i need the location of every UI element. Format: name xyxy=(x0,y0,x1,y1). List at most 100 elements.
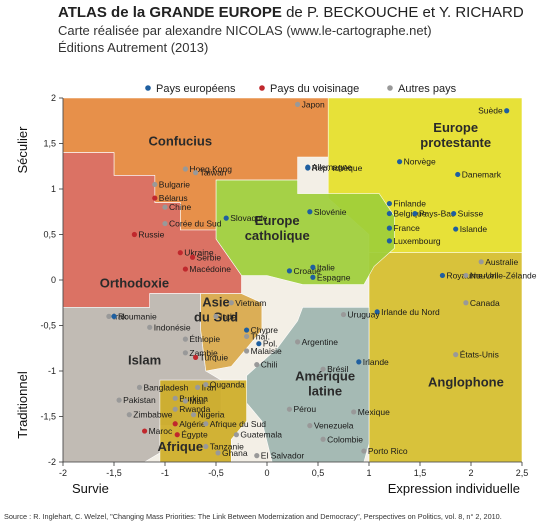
legend-label: Pays du voisinage xyxy=(270,83,359,95)
point-label: Irak xyxy=(113,311,128,321)
point-label: Rwanda xyxy=(179,404,210,414)
y-axis-label-top: Séculier xyxy=(15,126,30,174)
legend: Pays européens Pays du voisinage Autres pa… xyxy=(145,83,457,95)
point-marker xyxy=(386,225,392,231)
point-label: Pays-Bas xyxy=(419,209,455,219)
y-axis-label-bottom: Traditionnel xyxy=(15,371,30,439)
point-label: Thaï. xyxy=(251,331,270,341)
point-marker xyxy=(453,352,459,358)
zone-label-line: Asie xyxy=(202,295,229,310)
point-label: Algérie xyxy=(179,419,206,429)
point-label: Suède xyxy=(478,106,503,116)
zone-label-line: Anglophone xyxy=(428,374,504,389)
point-label: Pakistan xyxy=(123,395,156,405)
x-tick-label: -2 xyxy=(59,468,67,478)
point-label: Bélarus xyxy=(159,193,188,203)
axes: -2 -1,5 -1 -0,5 0 0,5 1 1,5 2 2,5 2 1,5 1 0,5 0 -0,5 -1 -… xyxy=(40,93,528,478)
zones xyxy=(62,97,523,463)
point-label: Uruguay xyxy=(348,310,381,320)
point-marker xyxy=(310,274,316,280)
zone-label: Amérique latine xyxy=(295,368,355,398)
point-label: Chypre xyxy=(251,325,279,335)
point-marker xyxy=(190,412,197,418)
point-marker xyxy=(504,108,510,114)
zone-label: Europe protestante xyxy=(420,120,491,150)
point-marker xyxy=(310,264,316,270)
y-tick-label: 0 xyxy=(51,275,56,285)
zone-label: Anglophone xyxy=(428,374,504,389)
point-label: El Salvador xyxy=(261,451,305,461)
point-marker xyxy=(215,450,221,456)
point-label: Rép. tchèque xyxy=(312,163,363,173)
point-label: Russie xyxy=(138,230,164,240)
point-marker xyxy=(386,210,392,217)
point-label: Croatie xyxy=(293,266,321,276)
point-marker xyxy=(340,311,347,318)
point-marker xyxy=(356,359,362,365)
point-marker xyxy=(256,341,262,347)
x-tick-label: -0,5 xyxy=(208,468,224,478)
point-label: Éthiopie xyxy=(189,334,220,344)
zone-label-line: Afrique xyxy=(158,439,204,454)
point-label: Irlande du Nord xyxy=(381,307,440,317)
point-marker xyxy=(162,204,168,210)
x-axis-label-right: Expression individuelle xyxy=(388,481,520,496)
point-label: Norvège xyxy=(404,157,436,167)
point-label: Afrique du Sud xyxy=(210,419,267,429)
point-label: Inde xyxy=(220,311,237,321)
zone-label-line: Europe xyxy=(255,213,300,228)
point-marker xyxy=(228,300,234,306)
point-marker xyxy=(320,436,326,442)
zone-label: Europe catholique xyxy=(245,213,310,243)
x-tick-label: 1 xyxy=(366,468,371,478)
zone-label: Islam xyxy=(128,353,161,368)
point-marker xyxy=(463,300,469,306)
point-label: Serbie xyxy=(197,252,222,262)
point-marker xyxy=(182,166,188,172)
point-marker xyxy=(397,159,403,165)
point-marker xyxy=(172,406,178,412)
point-label: Colombie xyxy=(327,434,363,444)
x-tick-label: -1 xyxy=(161,468,169,478)
y-tick-label: -1 xyxy=(48,366,56,376)
point-label: Nigeria xyxy=(198,410,225,420)
credit-line: Carte réalisée par alexandre NICOLAS (ww… xyxy=(58,23,432,38)
point-marker xyxy=(244,348,250,354)
point-label: Allemagne xyxy=(312,162,352,172)
point-label: Canada xyxy=(470,298,500,308)
point-label: Suisse xyxy=(458,209,484,219)
y-tick-label: 1,5 xyxy=(43,139,56,149)
point-marker xyxy=(412,210,418,217)
x-axis-label-left: Survie xyxy=(72,481,109,496)
zone-label: Orthodoxie xyxy=(100,275,169,290)
point-marker xyxy=(453,226,459,232)
point-label: Japon xyxy=(302,99,325,109)
point-marker xyxy=(182,266,188,272)
point-label: Royaume-Uni xyxy=(446,270,498,280)
zone-label-line: protestante xyxy=(420,135,491,150)
point-label: Égypte xyxy=(181,430,208,440)
point-label: Porto Rico xyxy=(368,446,408,456)
point-label: Australie xyxy=(485,257,518,267)
point-marker xyxy=(126,412,132,418)
zone-asie_sud xyxy=(200,293,263,372)
zone-label-line: Confucius xyxy=(149,133,213,148)
point-marker xyxy=(233,432,239,438)
point-marker xyxy=(193,170,199,176)
point-label: Tanzanie xyxy=(210,442,244,452)
map-title: ATLAS de la GRANDE EUROPE de P. BECKOUCH… xyxy=(58,4,524,21)
point-marker xyxy=(182,398,188,404)
point-label: États-Unis xyxy=(460,350,499,360)
point-marker xyxy=(203,421,209,427)
point-marker xyxy=(111,313,117,319)
legend-label: Autres pays xyxy=(398,83,457,95)
point-marker xyxy=(162,220,168,227)
point-marker xyxy=(478,259,484,265)
point-marker xyxy=(193,354,199,360)
point-label: Turquie xyxy=(200,352,229,362)
point-label: Venezuela xyxy=(314,421,354,431)
point-marker xyxy=(203,382,209,388)
point-marker xyxy=(307,209,313,215)
point-marker xyxy=(142,428,148,434)
